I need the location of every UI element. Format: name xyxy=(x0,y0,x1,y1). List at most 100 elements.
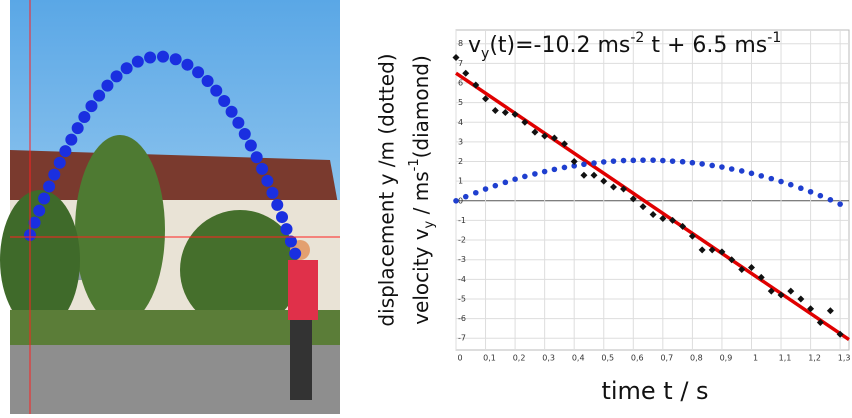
dot-point xyxy=(650,157,656,163)
annotation-part: (t)=-10.2 ms xyxy=(489,33,630,58)
x-tick-label: 1,2 xyxy=(808,354,821,363)
annotation-sup: -1 xyxy=(767,30,781,46)
x-tick-label: 0,4 xyxy=(572,354,585,363)
dot-point xyxy=(817,192,824,199)
dot-point xyxy=(758,173,765,179)
dot-point xyxy=(837,201,843,207)
diamond-point xyxy=(609,183,617,191)
diamond-point xyxy=(816,319,824,327)
diamond-point xyxy=(698,246,706,254)
dot-point xyxy=(719,164,725,170)
annotation: vy(t)=-10.2 ms-2 t + 6.5 ms-1 xyxy=(468,30,781,62)
dot-point xyxy=(551,166,558,173)
dot-point xyxy=(522,173,528,180)
dot-point xyxy=(787,181,794,188)
dot-point xyxy=(591,160,597,166)
diamond-point xyxy=(836,330,844,338)
dot-point xyxy=(541,168,548,175)
diamond-point xyxy=(491,106,499,114)
dot-point xyxy=(482,186,489,192)
diamond-point xyxy=(767,287,775,295)
diamond-point xyxy=(521,118,529,126)
diamond-point xyxy=(501,108,509,116)
diamond-point xyxy=(649,211,657,219)
diamond-point xyxy=(550,134,558,142)
diamond-point xyxy=(757,273,765,281)
x-tick-label: 1 xyxy=(753,354,758,363)
diamond-point xyxy=(747,264,755,272)
diamond-point xyxy=(531,128,539,136)
dot-point xyxy=(738,168,745,174)
diamond-point xyxy=(600,177,608,185)
y-label-sup: -1 xyxy=(407,158,422,171)
x-tick-label: 0,6 xyxy=(631,354,644,363)
diamond-point xyxy=(738,266,746,274)
y-label-part: (diamond) xyxy=(409,55,433,158)
x-tick-label: 0,5 xyxy=(601,354,614,363)
diamond-point xyxy=(639,203,647,211)
diamond-point xyxy=(511,110,519,118)
diamond-point xyxy=(452,53,460,61)
x-axis-label: time t / s xyxy=(601,377,708,405)
y-tick-label: -7 xyxy=(458,334,466,343)
dot-point xyxy=(660,157,666,164)
diamond-point xyxy=(629,195,637,203)
dot-point xyxy=(709,162,715,169)
dot-point xyxy=(492,182,499,189)
diamond-point xyxy=(620,185,628,193)
annotation-part: v xyxy=(468,33,481,58)
plot: -7 -6 -5 -4 -3 -2 -1 0 1 2 3 4 5 6 7 8 0 0,1 0,2 0,3 0,4 0,5 0… xyxy=(452,29,851,363)
x-tick-label: 0,8 xyxy=(690,354,703,363)
diamond-point xyxy=(560,140,568,148)
x-tick-label: 0,1 xyxy=(483,354,496,363)
dot-point xyxy=(571,163,577,169)
diamond-point xyxy=(580,171,588,179)
dot-point xyxy=(669,158,676,164)
diamond-point xyxy=(708,246,716,254)
dot-point xyxy=(561,164,568,171)
diamond-point xyxy=(482,95,490,103)
dot-point xyxy=(630,157,637,164)
dot-point xyxy=(512,176,518,183)
dot-point xyxy=(581,161,587,168)
y-tick-label: 6 xyxy=(458,79,463,88)
diamond-point xyxy=(718,248,726,256)
x-tick-label: 0,2 xyxy=(513,354,526,363)
diamond-point xyxy=(541,132,549,140)
diamond-point xyxy=(669,216,677,224)
y-tick-label: 5 xyxy=(458,98,463,107)
dot-point xyxy=(807,188,814,195)
x-tick-label: 0 xyxy=(457,354,462,363)
dot-point xyxy=(728,166,735,172)
x-tick-label: 0,7 xyxy=(660,354,673,363)
diamond-point xyxy=(472,81,480,89)
y-tick-label: 4 xyxy=(458,118,463,127)
x-tick-label: 1,1 xyxy=(779,354,792,363)
diamond-point xyxy=(659,214,667,222)
x-tick-label: 0,9 xyxy=(720,354,733,363)
y-tick-label: 3 xyxy=(458,137,463,146)
diamond-point xyxy=(777,291,785,299)
dot-point xyxy=(620,157,627,164)
y-label-part: velocity v xyxy=(409,228,433,325)
y-tick-label: 0 xyxy=(458,196,463,205)
y-tick-label: 1 xyxy=(458,177,463,186)
y-tick-label: -4 xyxy=(458,275,466,284)
dot-point xyxy=(462,193,469,200)
dot-point xyxy=(699,161,705,167)
photo xyxy=(0,0,340,414)
diamond-point xyxy=(570,158,578,166)
diamond-point xyxy=(679,222,687,230)
y-label-sub: y xyxy=(422,220,437,228)
y-label-part: / ms xyxy=(409,171,433,220)
annotation-sup: -2 xyxy=(630,30,644,46)
diamond-point xyxy=(462,69,470,77)
y-axis-label: displacement y /m (dotted) xyxy=(375,53,399,326)
y-tick-label: 7 xyxy=(458,59,463,68)
dot-point xyxy=(453,197,459,204)
dot-point xyxy=(827,197,834,203)
y-axis-label: velocity vy / ms-1(diamond) xyxy=(407,55,437,325)
diamond-point xyxy=(590,171,598,179)
